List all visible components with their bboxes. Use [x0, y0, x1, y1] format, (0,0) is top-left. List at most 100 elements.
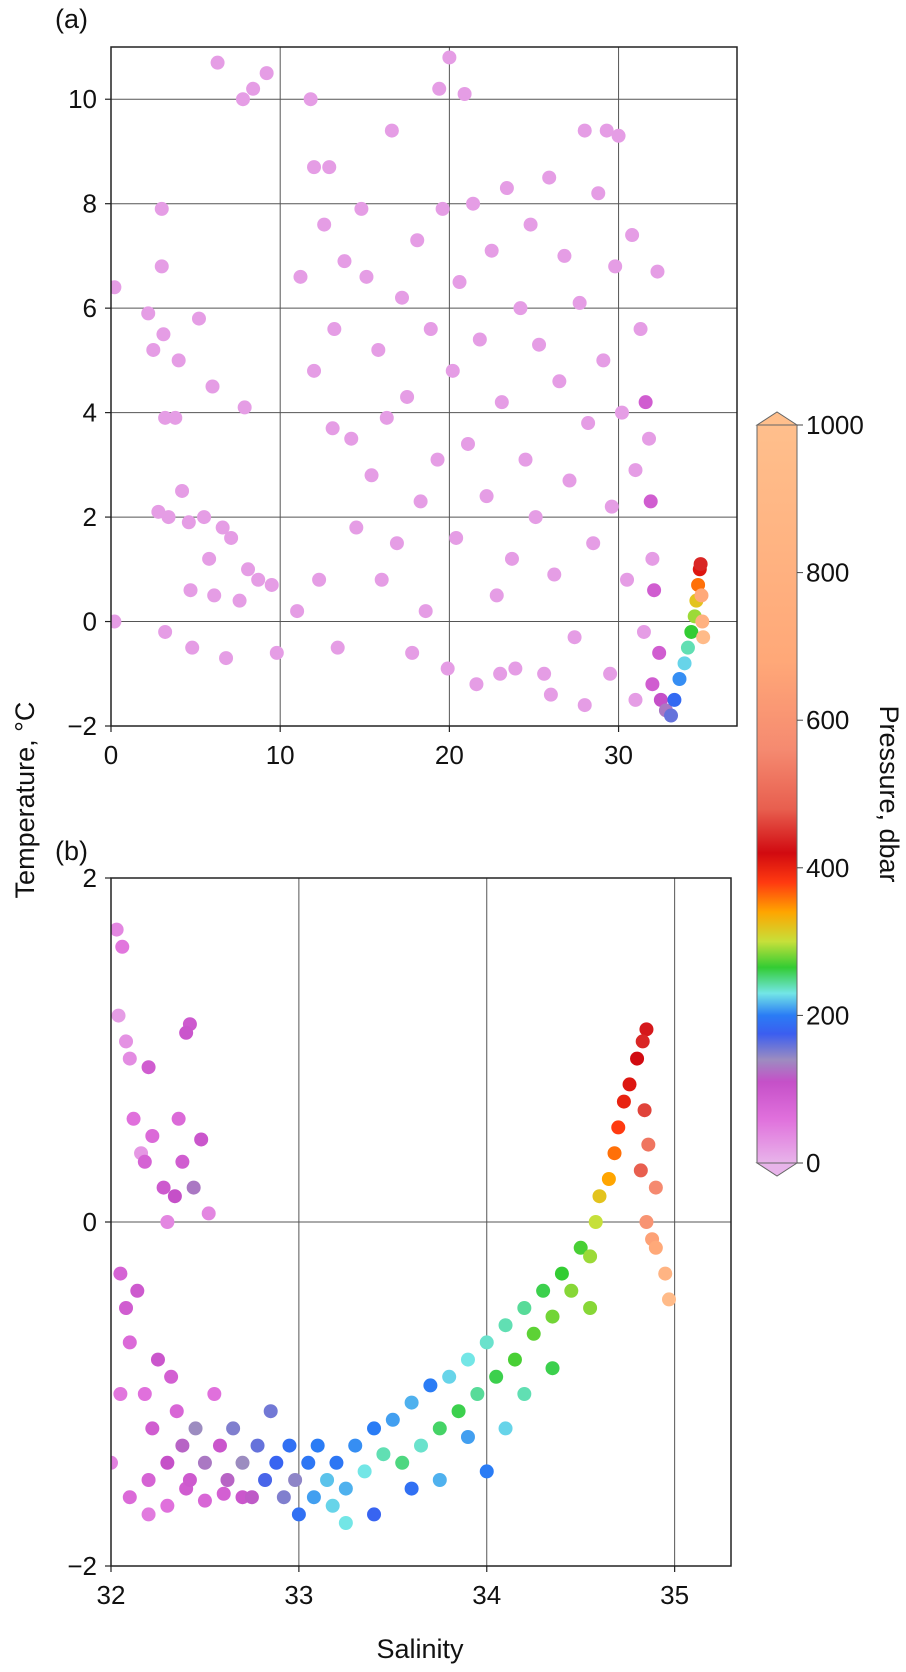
panel-a-data-point	[499, 181, 514, 196]
panel-a-data-point	[191, 311, 206, 326]
panel-b-data-point	[404, 1395, 419, 1410]
panel-a-data-point	[430, 452, 445, 467]
panel-b-data-point	[526, 1326, 541, 1341]
panel-b-data-point	[662, 1292, 676, 1307]
panel-a-data-point	[400, 389, 415, 404]
panel-b-data-point	[622, 1077, 637, 1092]
panel-b-data-point	[145, 1421, 160, 1436]
panel-b-data-point	[288, 1473, 303, 1487]
panel-b-data-point	[235, 1455, 250, 1470]
panel-a-data-point	[384, 123, 399, 138]
panel-a-data-point	[653, 692, 668, 707]
colorbar-tick-label: 600	[806, 705, 849, 735]
panel-b-data-point	[130, 1283, 145, 1298]
panel-b-data-point	[137, 1154, 152, 1169]
panel-b-data-point	[564, 1283, 579, 1298]
panel-b-data-point	[357, 1464, 372, 1479]
panel-b-data-point	[145, 1129, 160, 1143]
panel-b-data-point	[250, 1438, 265, 1453]
panel-b-data-point	[175, 1438, 190, 1453]
panel-a-data-point	[567, 630, 582, 645]
panel-a-data-point	[532, 337, 547, 352]
panel-a-data-point	[528, 510, 543, 525]
panel-b-data-point	[175, 1154, 190, 1169]
panel-b-x-tick-label: 33	[284, 1580, 313, 1610]
panel-a-data-point	[577, 698, 592, 713]
panel-a-data-point	[672, 671, 687, 686]
panel-a-data-point	[371, 342, 386, 357]
panel-b-data-point	[376, 1447, 391, 1462]
panel-a-data-point	[650, 264, 665, 279]
panel-a-data-point	[547, 567, 562, 582]
panel-a-data-point	[636, 624, 651, 639]
panel-b-data-point	[263, 1404, 278, 1419]
colorbar-body	[756, 424, 798, 1164]
panel-a-data-point	[156, 327, 171, 342]
panel-a-data-point	[452, 275, 467, 290]
colorbar-tick-label: 400	[806, 853, 849, 883]
panel-a-data-point	[628, 692, 643, 707]
panel-a-data-point	[410, 233, 425, 248]
panel-b-data-point	[635, 1034, 650, 1049]
panel-a-data-point	[349, 520, 364, 535]
panel-a-data-point	[494, 395, 509, 410]
panel-a-data-point	[379, 410, 394, 425]
panel-b-label: (b)	[55, 836, 88, 866]
panel-a-data-point	[405, 645, 420, 660]
panel-a-data-point	[523, 217, 538, 232]
panel-b-data-point	[395, 1455, 410, 1470]
panel-b-data-point	[404, 1481, 419, 1496]
panel-a-data-point	[210, 55, 225, 70]
panel-a-data-point	[325, 421, 340, 436]
panel-a-data-point	[413, 494, 428, 509]
panel-b-data-point	[141, 1060, 156, 1075]
panel-b-data-point	[442, 1369, 457, 1384]
panel-a-data-point	[158, 410, 173, 425]
panel-a-data-point	[604, 499, 619, 514]
panel-b-data-point	[269, 1455, 284, 1470]
panel-a-y-tick-label: 10	[68, 84, 97, 114]
panel-a-y-tick-label: 4	[83, 398, 97, 428]
panel-a-label: (a)	[55, 4, 88, 34]
panel-b-data-point	[310, 1438, 325, 1453]
panel-b-data-point	[216, 1486, 231, 1501]
panel-b: (b) 32 33 34 35 −2 0 2	[55, 836, 732, 1610]
panel-b-data-point	[194, 1132, 209, 1147]
panel-b-data-point	[126, 1111, 141, 1126]
panel-b-data-point	[111, 922, 124, 937]
panel-a-data-point	[695, 614, 710, 629]
panel-a-data-point	[168, 410, 183, 425]
colorbar: 0 200 400 600 800 1000 Pressure, dbar	[755, 410, 904, 1178]
panel-b-data-point	[601, 1172, 616, 1186]
panel-b-data-point	[630, 1051, 645, 1066]
panel-a-data-point	[232, 593, 247, 608]
panel-b-grid	[111, 878, 731, 1566]
panel-b-data-point	[658, 1266, 673, 1281]
panel-a-data-point	[171, 353, 186, 368]
panel-a-data-point	[460, 436, 475, 451]
panel-a-data-point	[586, 536, 601, 551]
panel-a-data-point	[146, 342, 161, 357]
panel-a-data-point	[684, 624, 699, 639]
panel-a-x-tick-label: 10	[266, 740, 295, 770]
panel-b-x-tick-label: 34	[472, 1580, 501, 1610]
panel-a-data-point	[493, 666, 508, 681]
panel-a-y-tick-label: −2	[67, 711, 97, 741]
panel-a-data-point	[395, 290, 410, 305]
panel-a-data-point	[667, 692, 682, 707]
panel-a-data-point	[614, 405, 629, 420]
panel-a-data-point	[161, 510, 176, 525]
panel-b-data-point	[122, 1490, 137, 1505]
panel-a-data-point	[183, 583, 198, 598]
panel-a-data-point	[449, 530, 464, 545]
panel-a-data-point	[696, 630, 711, 645]
panel-b-data-point	[348, 1438, 363, 1453]
panel-a-data-point	[235, 92, 250, 107]
panel-a-data-point	[504, 551, 519, 566]
panel-a-data-point	[642, 431, 657, 446]
panel-b-data-point	[583, 1249, 598, 1264]
panel-a-data-point	[251, 572, 266, 587]
panel-b-data-point	[141, 1473, 156, 1487]
panel-b-data-point	[583, 1301, 598, 1315]
